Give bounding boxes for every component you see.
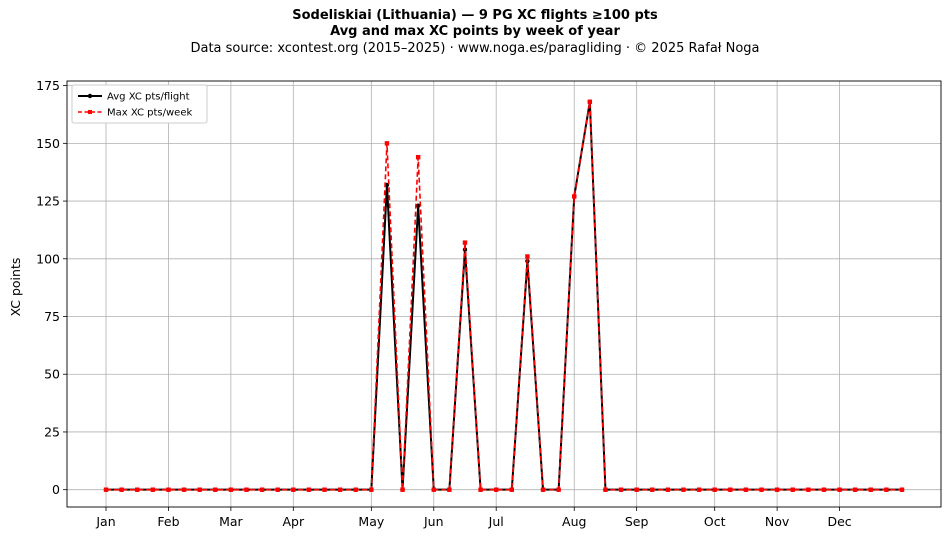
legend-avg-marker [87,93,93,99]
data-point-max [369,487,374,492]
data-point-max [821,487,827,492]
plot-frame [66,80,942,508]
data-point-max [322,487,327,492]
x-tick-label: May [358,514,384,529]
data-point-max [119,487,124,492]
data-point-max [509,487,515,492]
data-point-max [618,487,624,492]
data-point-max [899,487,905,492]
data-point-max [587,99,593,104]
data-point-max [353,487,358,492]
plot-area [103,99,905,492]
y-tick-label: 100 [36,251,60,266]
y-axis-label: XC points [8,258,23,317]
x-tick-label: Jun [423,514,444,529]
x-tick-label: Jan [95,514,115,529]
data-point-max [790,487,795,492]
y-tick-label: 75 [44,309,60,324]
x-tick-label: Mar [219,514,243,529]
data-point-max [166,487,171,492]
grid-lines [67,81,941,507]
data-point-max [228,487,234,492]
data-point-max [884,487,889,492]
data-point-max [540,487,546,492]
data-point-max [681,487,686,492]
data-point-max [759,487,764,492]
y-tick-label: 0 [52,482,60,497]
axes: 0 25 50 75 100 125 150 175 Jan Feb Mar Apr May Jun Jul… [36,78,942,529]
data-point-max [135,487,140,492]
data-point-max [337,487,343,492]
data-point-max [213,487,218,492]
data-point-max [634,487,639,492]
data-point-max [743,487,749,492]
data-point-max [525,254,530,259]
data-point-avg [415,203,421,208]
x-tick-label: Apr [282,514,304,529]
chart-subtitle: Avg and max XC points by week of year [330,24,620,39]
data-point-max [150,487,156,492]
data-point-max [197,487,202,492]
x-tick-label: Dec [827,514,851,529]
x-tick-label: Feb [157,514,179,529]
data-point-max [572,194,577,199]
data-point-max [462,240,468,245]
data-point-max [400,487,405,492]
data-point-max [774,487,780,492]
legend-avg-label: Avg XC pts/flight [107,92,190,103]
legend: Avg XC pts/flight Max XC pts/week [71,84,208,124]
y-tick-label: 125 [36,194,60,209]
data-point-max [493,487,499,492]
data-point-max [259,487,265,492]
data-source-note: Data source: xcontest.org (2015–2025) · … [190,41,760,56]
data-point-max [291,487,296,492]
data-point-max [431,487,436,492]
data-point-max [478,487,483,492]
data-point-max [868,487,873,492]
legend-max-label: Max XC pts/week [107,108,192,119]
data-point-max [852,487,858,492]
legend-max-marker [88,110,92,114]
data-point-max [806,487,811,492]
data-point-max [447,487,452,492]
data-point-max [306,487,312,492]
data-point-max [696,487,702,492]
data-point-max [728,487,733,492]
series-line-0 [106,100,902,491]
y-tick-label: 175 [36,78,60,93]
data-point-max [181,487,187,492]
data-point-max [275,487,280,492]
data-point-max [103,487,109,492]
y-tick-label: 50 [44,367,60,382]
x-tick-label: Jul [488,514,504,529]
data-point-max [415,154,421,160]
chart-title: Sodeliskiai (Lithuania) — 9 PG XC flight… [292,8,658,23]
legend-frame [71,84,208,124]
x-tick-label: Oct [704,514,726,529]
y-tick-label: 25 [44,424,60,439]
y-tick-label: 150 [36,136,60,151]
data-point-max [712,487,717,492]
data-point-max [603,487,608,492]
data-point-max [665,487,671,492]
x-tick-label: Nov [765,514,790,529]
data-point-max [837,487,842,492]
series-line-1 [106,100,902,491]
data-point-max [384,141,390,146]
x-tick-label: Aug [562,514,586,529]
data-point-max [244,487,249,492]
data-point-max [650,487,655,492]
data-point-max [556,487,561,492]
x-tick-label: Sep [625,514,649,529]
